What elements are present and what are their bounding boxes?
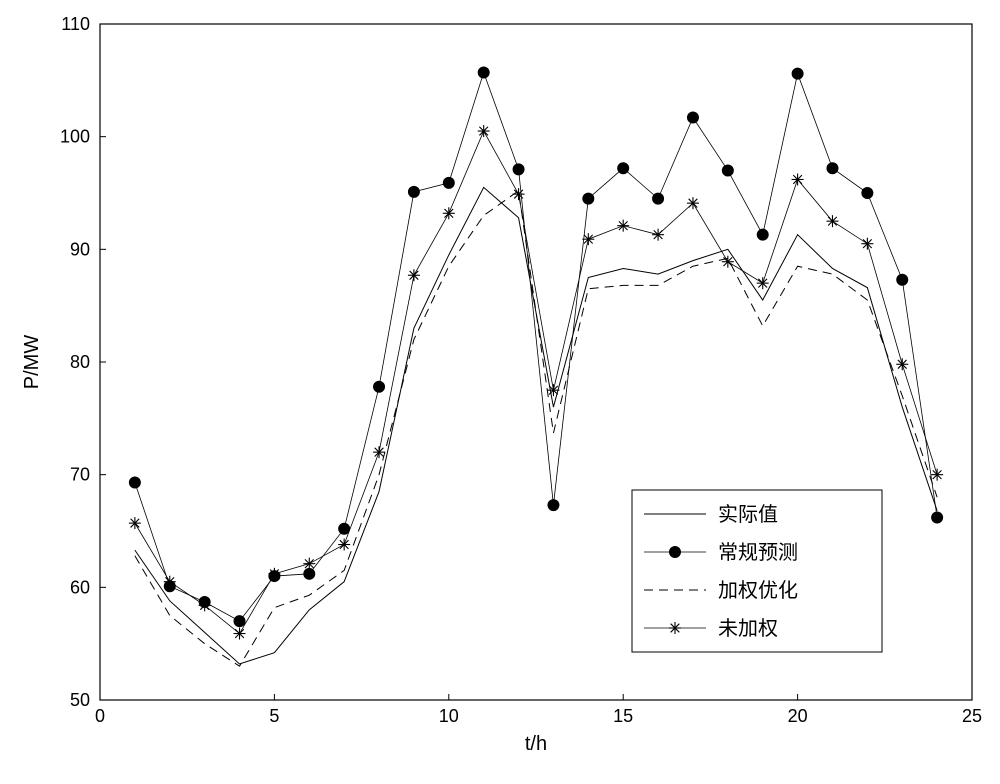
svg-text:80: 80 xyxy=(70,352,90,372)
svg-text:15: 15 xyxy=(613,706,633,726)
svg-text:0: 0 xyxy=(95,706,105,726)
svg-text:加权优化: 加权优化 xyxy=(718,579,798,602)
svg-text:25: 25 xyxy=(962,706,982,726)
svg-text:50: 50 xyxy=(70,690,90,710)
chart-container: 0 5 10 15 20 25 50 60 70 80 90 100 110 t/h P/MW 实际值常规预测… xyxy=(0,0,1000,784)
svg-text:70: 70 xyxy=(70,465,90,485)
svg-text:常规预测: 常规预测 xyxy=(718,541,798,564)
svg-text:实际值: 实际值 xyxy=(718,503,778,526)
line-chart: 0 5 10 15 20 25 50 60 70 80 90 100 110 t/h P/MW 实际值常规预测… xyxy=(0,0,1000,784)
svg-text:未加权: 未加权 xyxy=(718,617,778,640)
svg-text:100: 100 xyxy=(60,127,90,147)
svg-text:P/MW: P/MW xyxy=(21,335,43,390)
svg-text:5: 5 xyxy=(269,706,279,726)
svg-text:10: 10 xyxy=(439,706,459,726)
svg-text:90: 90 xyxy=(70,239,90,259)
svg-text:t/h: t/h xyxy=(525,733,547,755)
svg-text:110: 110 xyxy=(61,14,90,34)
svg-text:20: 20 xyxy=(788,706,808,726)
svg-text:60: 60 xyxy=(70,577,90,597)
